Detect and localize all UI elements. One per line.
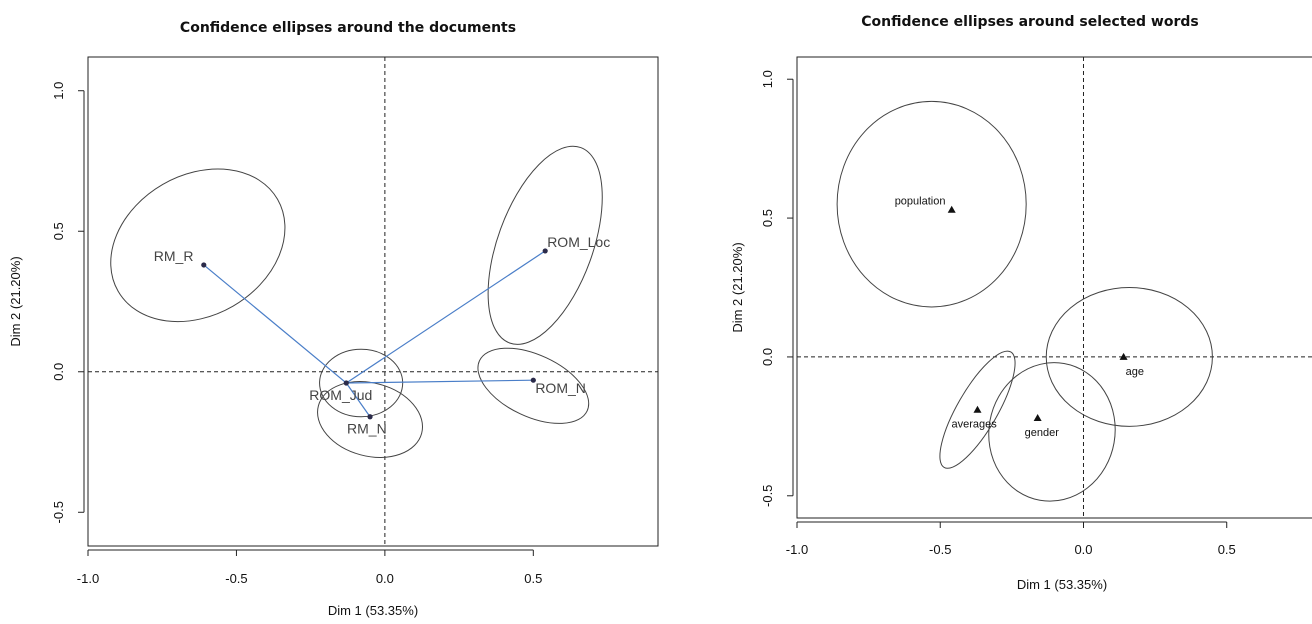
point-marker	[343, 380, 349, 386]
point-label: RM_N	[347, 421, 387, 437]
plot-frame	[87, 56, 659, 547]
confidence-ellipse	[477, 347, 590, 424]
point-label: ROM_Loc	[547, 234, 610, 250]
link-line	[203, 264, 347, 384]
y-tick-label: 0.0	[760, 348, 775, 366]
point-marker	[947, 205, 956, 213]
link-line	[345, 382, 371, 418]
y-tick-label: 0.0	[51, 363, 66, 381]
y-tick-label: 1.0	[51, 82, 66, 100]
point-marker	[530, 377, 536, 383]
link-line	[345, 250, 546, 384]
documents-chart: Confidence ellipses around the documents…	[8, 20, 659, 618]
y-tick-label: 0.5	[760, 209, 775, 227]
x-axis-label: Dim 1 (53.35%)	[328, 603, 418, 618]
x-tick-label: 0.0	[1074, 542, 1092, 557]
y-tick-label: 1.0	[760, 70, 775, 88]
words-chart: Confidence ellipses around selected word…	[730, 14, 1312, 592]
point-label: averages	[951, 419, 997, 431]
point-label: age	[1126, 366, 1144, 378]
confidence-ellipse	[487, 145, 603, 345]
confidence-ellipse	[319, 348, 404, 418]
point-label: population	[895, 196, 946, 208]
point-marker	[367, 414, 373, 420]
words-chart-panel: Confidence ellipses around selected word…	[700, 0, 1312, 624]
confidence-ellipse	[1045, 287, 1213, 427]
y-axis-label: Dim 2 (21.20%)	[8, 256, 23, 346]
point-marker	[1033, 414, 1042, 422]
chart-title: Confidence ellipses around selected word…	[861, 14, 1198, 30]
point-marker	[542, 248, 548, 254]
y-axis-label: Dim 2 (21.20%)	[730, 242, 745, 332]
confidence-ellipse	[317, 381, 424, 458]
x-tick-label: 0.5	[524, 571, 542, 586]
x-tick-label: -1.0	[786, 542, 808, 557]
point-label: RM_R	[154, 248, 194, 264]
documents-chart-panel: Confidence ellipses around the documents…	[8, 20, 659, 618]
x-tick-label: -0.5	[929, 542, 951, 557]
confidence-ellipse	[110, 168, 286, 323]
link-line	[346, 379, 534, 384]
y-tick-label: -0.5	[760, 485, 775, 507]
y-tick-label: -0.5	[51, 501, 66, 523]
x-axis-label: Dim 1 (53.35%)	[1017, 577, 1107, 592]
chart-title: Confidence ellipses around the documents	[180, 20, 516, 36]
x-tick-label: -1.0	[77, 571, 99, 586]
x-tick-label: -0.5	[225, 571, 247, 586]
point-label: ROM_Jud	[309, 387, 372, 403]
plot-frame	[796, 56, 1312, 519]
point-marker	[201, 262, 207, 268]
confidence-ellipse	[988, 362, 1116, 502]
y-tick-label: 0.5	[51, 222, 66, 240]
point-label: gender	[1025, 427, 1060, 439]
x-tick-label: 0.5	[1218, 542, 1236, 557]
confidence-ellipse	[836, 100, 1027, 308]
point-label: ROM_N	[535, 380, 586, 396]
confidence-ellipse	[939, 350, 1016, 469]
x-tick-label: 0.0	[376, 571, 394, 586]
point-marker	[1119, 352, 1128, 360]
point-marker	[973, 405, 982, 413]
